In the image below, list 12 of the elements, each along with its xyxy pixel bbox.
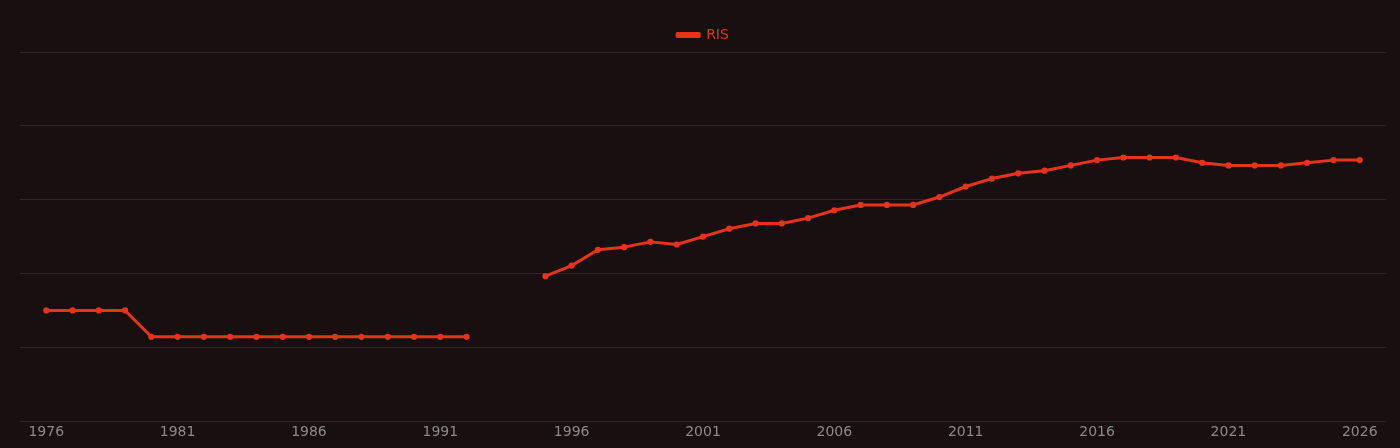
x-tick-label: 2016 — [1079, 423, 1115, 440]
x-tick-label: 1996 — [553, 423, 590, 440]
x-tick-label: 2021 — [1210, 423, 1247, 440]
legend-label: RIS — [706, 25, 729, 42]
x-tick-label: 2006 — [816, 423, 853, 440]
x-tick-label: 1981 — [159, 423, 196, 440]
x-tick-label: 2011 — [947, 423, 984, 440]
x-tick-label: 2026 — [1341, 423, 1378, 440]
x-tick-label: 1976 — [28, 423, 65, 440]
x-tick-label: 1986 — [291, 423, 327, 440]
x-tick-label: 2001 — [685, 423, 721, 440]
x-tick-label: 1991 — [422, 423, 459, 440]
